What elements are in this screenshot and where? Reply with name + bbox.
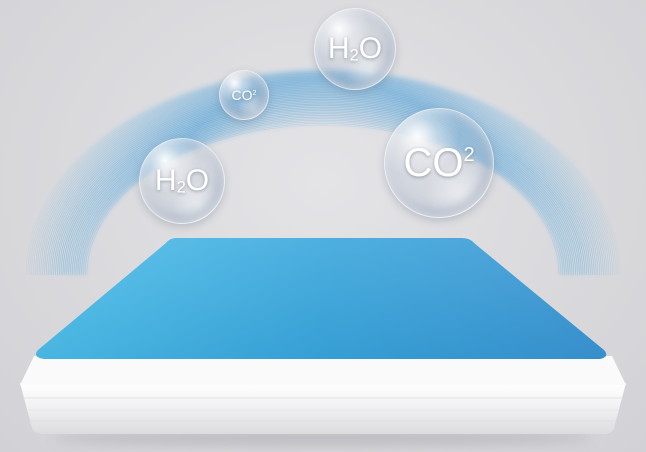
airflow-line xyxy=(33,77,613,276)
airflow-line xyxy=(81,119,565,276)
airflow-line xyxy=(46,89,600,276)
airflow-line xyxy=(83,121,563,276)
h2o-bubble-top: H2O xyxy=(314,8,396,90)
airflow-line xyxy=(47,90,599,276)
airflow-line xyxy=(58,100,588,276)
airflow-line xyxy=(86,124,560,276)
airflow-line xyxy=(68,108,578,276)
airflow-line xyxy=(42,85,604,276)
airflow-line xyxy=(60,102,586,276)
airflow-line xyxy=(75,114,571,276)
airflow-line xyxy=(44,87,602,276)
airflow-line xyxy=(53,95,593,276)
airflow-line xyxy=(70,110,576,276)
h2o-label: H2O xyxy=(327,32,383,65)
airflow-line xyxy=(40,84,606,276)
airflow-line xyxy=(31,76,615,276)
airflow-line xyxy=(55,97,591,276)
airflow-line xyxy=(62,103,584,276)
airflow-line xyxy=(73,113,573,276)
co2-label: CO2 xyxy=(403,141,475,185)
airflow-line xyxy=(49,92,597,276)
airflow-line xyxy=(66,106,580,276)
airflow-line xyxy=(64,105,582,276)
airflow-line xyxy=(51,93,595,276)
airflow-line xyxy=(36,80,610,276)
airflow-line xyxy=(79,118,567,276)
airflow-line xyxy=(77,116,569,276)
airflow-lines xyxy=(25,71,621,276)
co2-bubble-small: CO2 xyxy=(219,70,269,120)
co2-bubble-large: CO2 xyxy=(384,108,494,218)
membrane-edge xyxy=(20,356,626,385)
airflow-line xyxy=(84,123,562,276)
h2o-label: H2O xyxy=(154,164,210,197)
airflow-line xyxy=(71,111,575,276)
airflow-line xyxy=(57,98,589,276)
h2o-bubble-left: H2O xyxy=(139,138,225,224)
airflow-line xyxy=(34,79,612,276)
co2-label: CO2 xyxy=(231,87,257,103)
membrane-top-surface xyxy=(36,238,607,359)
airflow-line xyxy=(38,82,608,276)
membrane-base xyxy=(20,383,626,434)
